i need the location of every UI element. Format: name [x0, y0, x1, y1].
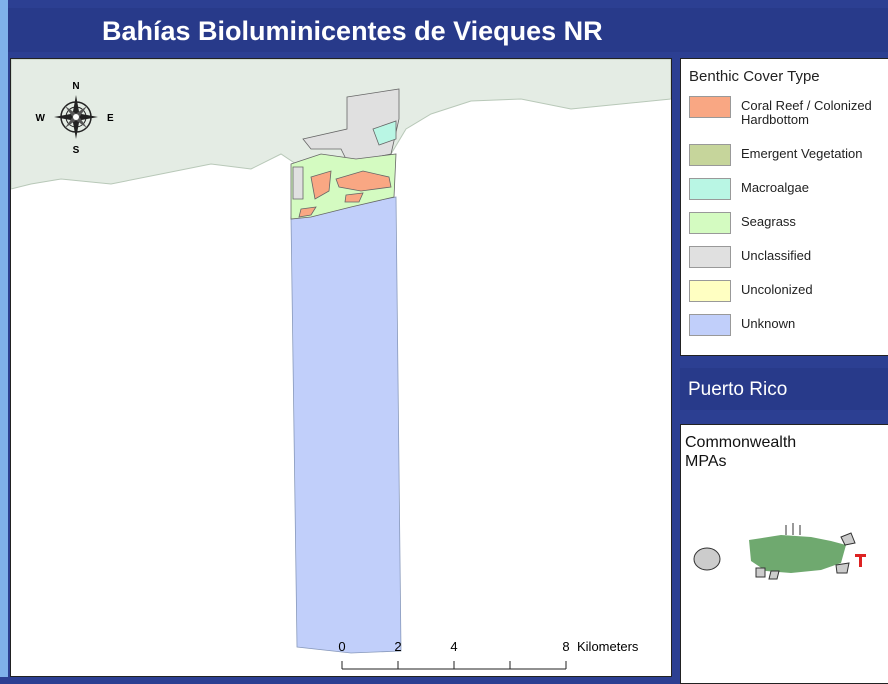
frame-strip: [0, 0, 8, 677]
legend-swatch: [689, 96, 731, 118]
legend-label: Seagrass: [741, 214, 796, 229]
legend-label: Macroalgae: [741, 180, 809, 195]
legend-label: Uncolonized: [741, 282, 813, 297]
map: N S E W 0 2 4 8 Kilometers: [10, 58, 672, 670]
unknown-area: [290, 196, 402, 654]
coral: [298, 170, 392, 218]
legend-label: Coral Reef / Colonized Hardbottom: [741, 98, 872, 127]
legend-swatch: [689, 314, 731, 336]
scale-bar: 0 2 4 8 Kilometers: [338, 639, 639, 670]
scale-tick-label: 0: [338, 639, 345, 654]
legend-title: Benthic Cover Type: [689, 68, 820, 85]
map-title: Bahías Bioluminicentes de Vieques NR: [8, 8, 888, 52]
inset-panel: Commonwealth MPAs: [680, 424, 888, 684]
compass-n: N: [72, 81, 79, 92]
scale-tick-label: 2: [394, 639, 401, 654]
scale-unit: Kilometers: [577, 639, 639, 654]
scale-tick-label: 4: [450, 639, 457, 654]
legend-label: Emergent Vegetation: [741, 146, 863, 161]
scale-tick-label: 8: [562, 639, 569, 654]
compass-w: W: [36, 113, 46, 124]
legend-swatch: [689, 178, 731, 200]
legend: Benthic Cover Type Coral Reef / Colonize…: [680, 58, 888, 356]
compass-s: S: [73, 145, 80, 156]
legend-label: Unknown: [741, 316, 796, 331]
unclassified-small: [292, 166, 304, 200]
legend-swatch: [689, 246, 731, 268]
legend-swatch: [689, 144, 731, 166]
compass: N S E W: [36, 81, 114, 156]
legend-label: Unclassified: [741, 248, 812, 263]
map-panel: N S E W 0 2 4 8 Kilometers: [10, 58, 672, 677]
macroalgae: [372, 120, 397, 146]
legend-swatch: [689, 212, 731, 234]
inset-title: Commonwealth MPAs: [685, 434, 797, 470]
inset-map: [693, 523, 866, 580]
compass-e: E: [107, 113, 114, 124]
inset-header: Puerto Rico: [680, 368, 888, 410]
legend-swatch: [689, 280, 731, 302]
